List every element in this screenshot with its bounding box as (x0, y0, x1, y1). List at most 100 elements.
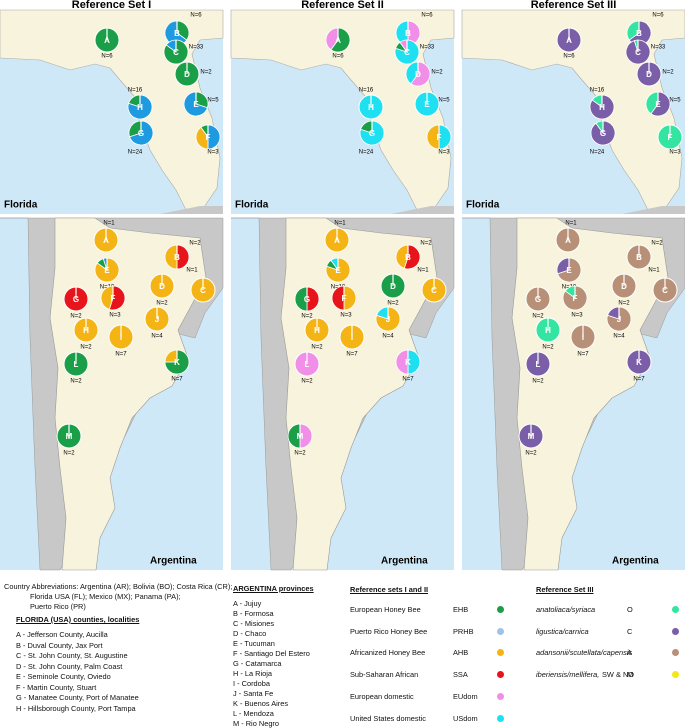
site-letter: C (662, 286, 668, 295)
sample-size: N=3 (571, 313, 583, 319)
site-letter: F (573, 294, 578, 303)
pie-slice (650, 91, 671, 117)
legend-name: Sub-Saharan African (350, 670, 419, 680)
florida-map: Florida A N=6 B N=6 C N=33 D N=2 E N=5 F N=3 G N=24 H N=… (0, 9, 224, 214)
argentina-heading: ARGENTINA provinces (233, 584, 314, 593)
pie-slice (410, 61, 431, 87)
legend-swatch (672, 606, 679, 613)
legend-swatch (497, 671, 504, 679)
florida-item: E - Seminole County, Oviedo (16, 672, 111, 681)
map-figure: Reference Set I Florida A N=6 B N=6 C N=33 D N=2 E… (0, 0, 685, 571)
legend-code: SSA (453, 670, 468, 680)
argentina-item: B - Formosa (233, 609, 274, 618)
site-letter: C (431, 286, 437, 295)
region-label: Florida (235, 200, 269, 211)
site-letter: C (635, 48, 641, 57)
sample-size: N=3 (340, 313, 352, 319)
legend-note: SW & NO (602, 670, 635, 680)
site-letter: F (206, 133, 211, 142)
sample-size: N=4 (382, 334, 394, 340)
land (49, 217, 207, 571)
legend-swatch (497, 714, 504, 722)
site-letter: C (200, 286, 206, 295)
site-letter: A (565, 236, 571, 245)
florida-map: Florida A N=6 B N=6 C N=33 D N=2 E N=5 F N=3 G N=24 H N=… (461, 9, 685, 214)
sample-size: N=3 (438, 150, 450, 156)
site-letter: H (314, 326, 320, 335)
legend-swatch (497, 627, 504, 635)
pie-slice (438, 124, 452, 150)
pie-slice (407, 349, 421, 375)
argentina-item: M - Rio Negro (233, 719, 279, 728)
legend-name: Africanized Honey Bee (350, 648, 426, 658)
sample-size: N=2 (80, 345, 92, 351)
site-letter: L (536, 360, 541, 369)
argentina-map: ArgentinaAN=1BN=2CN=1DN=2EN=10FN=3GN=2HN… (462, 217, 685, 571)
site-letter: D (646, 70, 652, 79)
sample-size: N=7 (402, 377, 414, 383)
sample-size: N=2 (301, 379, 313, 385)
sample-size: N=2 (542, 345, 554, 351)
site-letter: A (104, 36, 110, 45)
legend-name: Puerto Rico Honey Bee (350, 626, 428, 636)
sample-size: N=3 (109, 313, 121, 319)
sample-size: N=33 (420, 45, 435, 51)
sample-size: N=2 (200, 70, 212, 76)
site-letter: D (415, 70, 421, 79)
site-letter: K (405, 358, 411, 367)
legend-code: PRHB (453, 626, 474, 636)
sample-size: N=4 (613, 334, 625, 340)
site-letter: G (535, 295, 541, 304)
site-letter: B (405, 253, 411, 262)
sample-size: N=33 (189, 45, 204, 51)
sample-size: N=5 (669, 98, 681, 104)
site-letter: D (159, 282, 165, 291)
sample-size: N=16 (359, 88, 374, 94)
sample-size: N=3 (207, 150, 219, 156)
sample-size: N=2 (156, 301, 168, 307)
florida-item: A - Jefferson County, Aucilla (16, 630, 108, 639)
sample-size: N=2 (189, 241, 201, 247)
pie-slice (426, 124, 440, 150)
site-letter: E (424, 100, 430, 109)
site-letter: D (184, 70, 190, 79)
site-letter: H (545, 326, 551, 335)
legend-code: C (627, 626, 633, 636)
sample-size: N=2 (532, 314, 544, 320)
florida-item: G - Manatee County, Port of Manatee (16, 693, 139, 702)
sample-size: N=2 (311, 345, 323, 351)
legend-code: EHB (453, 605, 469, 614)
sample-size: N=1 (334, 221, 346, 227)
region-label: Argentina (150, 556, 197, 567)
sample-size: N=5 (438, 98, 450, 104)
abbreviation-line: Florida USA (FL); Mexico (MX); Panama (P… (30, 592, 181, 601)
site-letter: H (368, 103, 374, 112)
site-letter: G (600, 129, 606, 138)
pie-slice (330, 27, 351, 53)
pie-slice (325, 27, 339, 51)
site-letter: G (73, 295, 79, 304)
land (511, 217, 669, 571)
sample-size: N=6 (332, 54, 344, 60)
sample-size: N=2 (525, 451, 537, 457)
legend-swatch (497, 692, 504, 700)
legend-code: M (627, 670, 634, 680)
site-letter: B (174, 253, 180, 262)
legend-name: anatoliaca/syriaca (536, 605, 596, 614)
panel-title: Reference Set III (531, 0, 617, 11)
site-letter: E (104, 266, 110, 275)
site-letter: F (668, 133, 673, 142)
abbreviation-line: Country Abbreviations: Argentina (AR); B… (4, 582, 233, 591)
site-letter: B (174, 29, 180, 38)
site-letter: D (621, 282, 627, 291)
site-letter: F (437, 133, 442, 142)
pie-slice (299, 423, 313, 449)
argentina-map: ArgentinaAN=1BN=2CN=1DN=2EN=10FN=3GN=2HN… (231, 217, 455, 571)
pie-slice (294, 286, 308, 312)
site-letter: F (111, 294, 116, 303)
site-letter: I (120, 333, 122, 342)
abbreviation-line: Puerto Rico (PR) (30, 602, 86, 611)
site-letter: M (297, 432, 304, 441)
legend-swatch (497, 649, 504, 657)
sample-size: N=2 (420, 241, 432, 247)
